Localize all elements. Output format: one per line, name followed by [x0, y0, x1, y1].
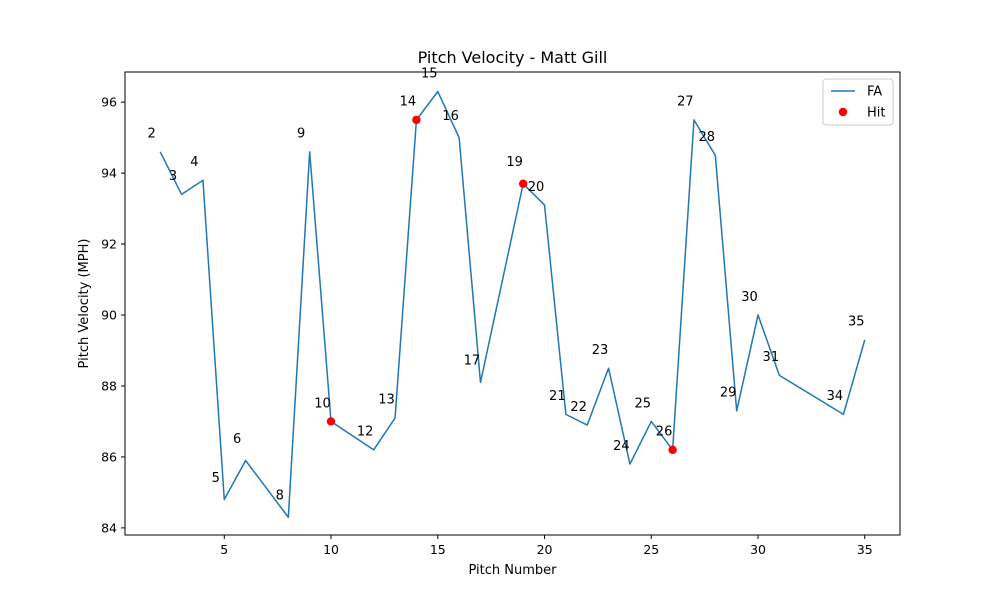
hit-point: [518, 179, 528, 188]
pitch-label: 28: [699, 130, 716, 145]
y-axis: 84 86 88 90 92 94 96: [101, 95, 125, 535]
x-tick-label: 10: [323, 542, 339, 557]
y-tick-label: 84: [101, 520, 117, 535]
pitch-label: 13: [378, 393, 395, 408]
legend-label-fa: FA: [867, 85, 882, 100]
pitch-label: 35: [848, 315, 865, 330]
y-axis-label: Pitch Velocity (MPH): [77, 239, 92, 369]
x-tick-label: 30: [750, 542, 766, 557]
pitch-label: 24: [613, 439, 630, 454]
pitch-label: 8: [276, 489, 284, 504]
pitch-label: 9: [297, 127, 305, 142]
pitch-label: 2: [148, 127, 156, 142]
pitch-label: 5: [212, 471, 220, 486]
legend: FA Hit: [822, 78, 894, 126]
pitch-label: 29: [720, 386, 737, 401]
plot-area: 2345689101213141516171920212223242526272…: [148, 66, 866, 519]
hit-point: [326, 417, 336, 426]
pitch-label: 27: [677, 95, 694, 110]
pitch-label: 19: [506, 155, 523, 170]
pitch-label: 22: [570, 400, 587, 415]
pitch-label: 4: [190, 155, 198, 170]
pitch-label: 20: [528, 180, 545, 195]
x-tick-label: 20: [537, 542, 553, 557]
y-tick-label: 92: [101, 237, 117, 252]
y-tick-label: 90: [101, 308, 117, 323]
pitch-label: 31: [763, 350, 780, 365]
x-tick-label: 35: [857, 542, 873, 557]
legend-marker-swatch: [838, 107, 848, 117]
pitch-label: 15: [421, 66, 438, 81]
y-tick-label: 94: [101, 166, 117, 181]
pitch-label: 3: [169, 169, 177, 184]
legend-label-hit: Hit: [867, 106, 885, 121]
x-tick-label: 5: [220, 542, 228, 557]
pitch-label: 25: [634, 396, 651, 411]
y-tick-label: 88: [101, 378, 117, 393]
pitch-label: 34: [827, 389, 844, 404]
x-tick-label: 25: [643, 542, 659, 557]
hit-point: [668, 445, 677, 455]
pitch-label: 12: [357, 425, 374, 440]
y-tick-label: 86: [101, 449, 117, 464]
x-axis-label: Pitch Number: [468, 563, 557, 578]
pitch-label: 21: [549, 389, 566, 404]
hit-point: [412, 115, 421, 125]
pitch-label: 17: [464, 354, 481, 369]
pitch-label: 6: [233, 432, 241, 447]
chart-title: Pitch Velocity - Matt Gill: [418, 48, 608, 67]
pitch-label: 23: [592, 343, 609, 358]
x-tick-label: 15: [430, 542, 446, 557]
pitch-label: 10: [314, 396, 331, 411]
plot-frame: [124, 71, 901, 536]
x-axis: 5 10 15 20 25 30 35: [220, 535, 873, 557]
pitch-label: 30: [741, 290, 758, 305]
pitch-label: 14: [400, 95, 417, 110]
y-tick-label: 96: [101, 95, 117, 110]
pitch-label: 26: [656, 425, 673, 440]
pitch-label: 16: [442, 109, 459, 124]
